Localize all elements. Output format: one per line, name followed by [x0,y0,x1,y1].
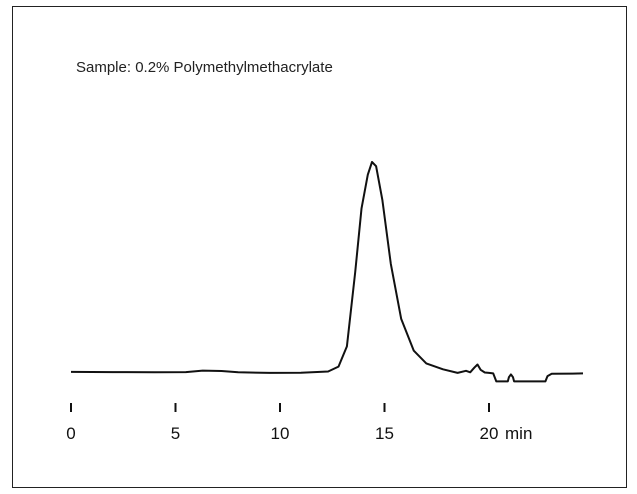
x-tick-label-20: 20 [480,424,499,443]
x-tick-label-0: 0 [66,424,75,443]
x-axis: 0 5 10 15 20 min [66,403,532,443]
x-unit-label: min [505,424,532,443]
x-tick-label-10: 10 [271,424,290,443]
chart-frame: 0 5 10 15 20 min Sample: 0.2% Polymethylmetha… [12,6,627,488]
sample-annotation: Sample: 0.2% Polymethylmethacrylate [76,59,333,76]
plot-layer [70,161,584,383]
x-tick-label-5: 5 [171,424,180,443]
x-tick-label-15: 15 [375,424,394,443]
chromatogram-chart: 0 5 10 15 20 min [66,161,584,443]
chromatogram-trace [70,161,584,383]
